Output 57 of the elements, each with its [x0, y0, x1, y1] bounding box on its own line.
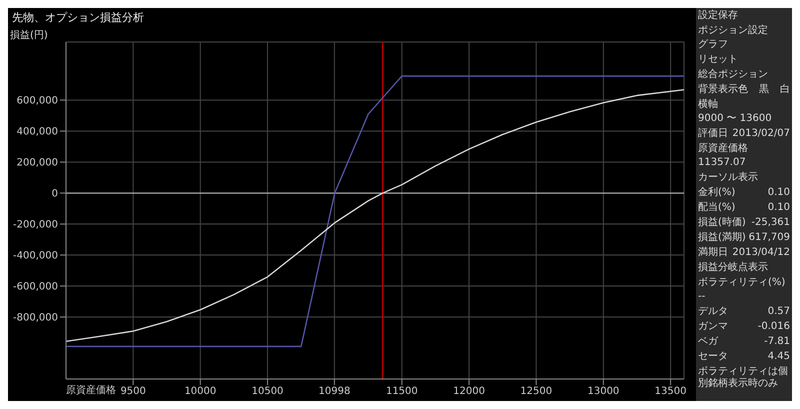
text: デルタ	[698, 306, 728, 318]
y-tick-label: 600,000	[16, 96, 58, 107]
chart-title: 先物、オプション損益分析	[11, 10, 145, 26]
text: 4.45	[768, 351, 790, 363]
y-axis-title: 損益(円)	[10, 29, 48, 42]
text: リセット	[698, 54, 738, 66]
text: 0.10	[768, 202, 790, 214]
text: 設定保存	[698, 10, 738, 22]
y-tick-label: 0	[52, 188, 58, 200]
text: 2013/02/07	[732, 128, 790, 140]
text: 0.10	[768, 187, 790, 199]
x-axis-title: 原資産価格	[66, 384, 116, 397]
text: 損益(満期)	[698, 232, 746, 244]
text: 背景表示色	[698, 84, 748, 96]
text: 617,709	[748, 232, 790, 244]
text: 白	[780, 84, 790, 96]
text: 2013/04/12	[732, 247, 790, 259]
x-tick-label: 10998	[318, 386, 350, 398]
text: 損益分岐点表示	[698, 262, 768, 274]
text: グラフ	[698, 39, 728, 51]
x-tick-label: 11500	[386, 386, 418, 398]
text: 評価日	[698, 128, 728, 140]
text: ベガ	[698, 336, 718, 348]
text: 11357.07	[698, 157, 746, 169]
y-tick-label: -800,000	[13, 312, 58, 324]
text: -7.81	[764, 336, 790, 348]
text: 9000 〜 13600	[698, 113, 772, 125]
text: カーソル表示	[698, 172, 758, 184]
y-tick-label: -200,000	[13, 220, 58, 231]
text: ガンマ	[698, 321, 728, 333]
x-tick-label: 9500	[120, 386, 146, 398]
text: -0.016	[758, 321, 790, 333]
text: 横軸	[698, 99, 718, 111]
text: 金利(%)	[698, 187, 736, 199]
x-tick-label: 12000	[453, 386, 485, 398]
y-tick-label: -400,000	[13, 250, 58, 262]
y-tick-label: 400,000	[16, 126, 58, 138]
text: -25,361	[751, 217, 790, 229]
text: ボラティリティ(%)	[698, 277, 786, 289]
text: セータ	[698, 351, 728, 363]
text: 原資産価格	[698, 143, 748, 155]
x-tick-label: 13500	[654, 386, 686, 398]
x-tick-label: 10000	[184, 386, 216, 398]
y-tick-label: 200,000	[16, 158, 58, 169]
x-tick-label: 13000	[587, 386, 620, 398]
x-tick-label: 12500	[520, 386, 552, 398]
text: --	[698, 291, 706, 303]
text: ポジション設定	[698, 25, 768, 37]
text: 0.57	[768, 306, 790, 318]
text: 満期日	[698, 247, 728, 259]
text: 損益(時価)	[698, 217, 746, 229]
text: 総合ポジション	[698, 69, 768, 81]
x-tick-label: 10500	[252, 386, 284, 398]
text: 黒	[759, 84, 769, 96]
text: ボラティリティは個別銘柄表示時のみ	[698, 366, 789, 390]
text: 配当(%)	[698, 202, 736, 214]
y-tick-label: -600,000	[13, 282, 58, 293]
